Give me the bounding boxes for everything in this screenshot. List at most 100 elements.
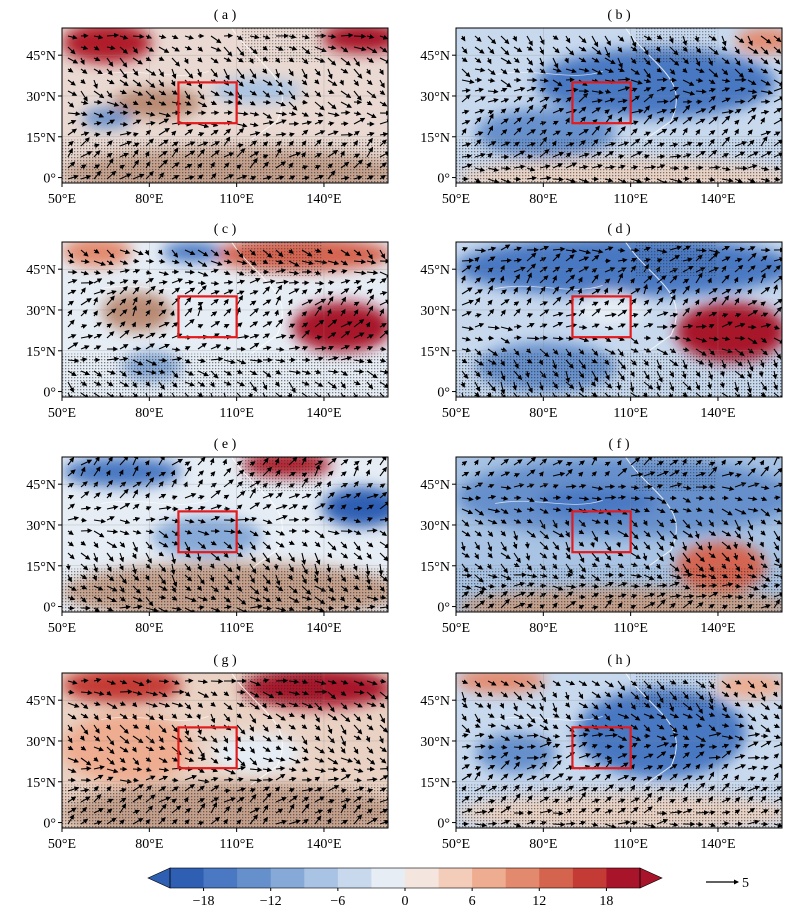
x-tick-label: 140°E — [306, 621, 341, 636]
colorbar-tick-label: 18 — [599, 894, 613, 909]
x-tick-label: 50°E — [48, 621, 76, 636]
x-tick-label: 110°E — [613, 406, 648, 421]
x-tick-label: 80°E — [135, 192, 163, 207]
y-tick-label: 0° — [43, 601, 56, 616]
colorbar-tick-label: 12 — [532, 894, 546, 909]
colorbar-segment — [271, 868, 305, 888]
x-tick-label: 80°E — [135, 837, 163, 852]
x-tick-label: 140°E — [700, 406, 735, 421]
panel-label: ( f ) — [609, 437, 630, 452]
x-tick-label: 140°E — [700, 192, 735, 207]
y-tick-label: 30°N — [420, 735, 450, 750]
y-tick-label: 45°N — [420, 49, 450, 64]
y-tick-label: 15°N — [26, 345, 56, 360]
y-tick-label: 0° — [43, 172, 56, 187]
panel-label: ( b ) — [607, 8, 631, 23]
colorbar-segment — [573, 868, 607, 888]
y-tick-label: 45°N — [26, 478, 56, 493]
y-tick-label: 45°N — [420, 694, 450, 709]
colorbar-segment — [237, 868, 271, 888]
x-tick-label: 110°E — [219, 621, 254, 636]
y-tick-label: 30°N — [26, 304, 56, 319]
x-tick-label: 140°E — [306, 406, 341, 421]
y-tick-label: 30°N — [26, 735, 56, 750]
colorbar: −18 −12 −6 0 6 12 18 — [148, 868, 662, 909]
x-tick-label: 50°E — [442, 837, 470, 852]
reference-vector-label: 5 — [742, 876, 749, 891]
x-tick-label: 110°E — [613, 837, 648, 852]
y-tick-label: 45°N — [26, 263, 56, 278]
y-tick-label: 45°N — [420, 263, 450, 278]
y-tick-label: 0° — [437, 817, 450, 832]
x-tick-label: 50°E — [442, 192, 470, 207]
map-panel: ( g ) 50°E 80°E 110°E 140°E 0° 15°N 30°N 45°N — [26, 653, 402, 852]
y-tick-label: 15°N — [420, 131, 450, 146]
y-tick-label: 15°N — [420, 776, 450, 791]
x-tick-label: 50°E — [442, 621, 470, 636]
colorbar-tick-label: −6 — [330, 894, 345, 909]
x-tick-label: 80°E — [529, 837, 557, 852]
panel-label: ( a ) — [214, 8, 237, 23]
map-panel: ( f ) 50°E 80°E 110°E 140°E 0° 15°N 30°N 45°N — [420, 437, 796, 636]
y-tick-label: 0° — [43, 817, 56, 832]
x-tick-label: 110°E — [613, 621, 648, 636]
x-tick-label: 80°E — [529, 192, 557, 207]
x-tick-label: 50°E — [48, 837, 76, 852]
panel-label: ( g ) — [213, 653, 237, 668]
colorbar-segment — [170, 868, 204, 888]
x-tick-label: 50°E — [48, 406, 76, 421]
x-tick-label: 140°E — [700, 621, 735, 636]
y-tick-label: 30°N — [420, 519, 450, 534]
x-tick-label: 80°E — [135, 621, 163, 636]
colorbar-segment — [371, 868, 405, 888]
panel-label: ( e ) — [214, 437, 237, 452]
colorbar-segment — [439, 868, 473, 888]
colorbar-tick-label: −12 — [260, 894, 282, 909]
x-tick-label: 80°E — [529, 406, 557, 421]
y-tick-label: 45°N — [420, 478, 450, 493]
y-tick-label: 45°N — [26, 49, 56, 64]
y-tick-label: 15°N — [420, 560, 450, 575]
x-tick-label: 50°E — [48, 192, 76, 207]
x-tick-label: 80°E — [529, 621, 557, 636]
map-panel: ( c ) 50°E 80°E 110°E 140°E 0° 15°N 30°N 45°N — [26, 222, 392, 421]
y-tick-label: 15°N — [420, 345, 450, 360]
colorbar-segment — [304, 868, 338, 888]
x-tick-label: 80°E — [135, 406, 163, 421]
colorbar-segment — [472, 868, 506, 888]
colorbar-segment — [338, 868, 372, 888]
colorbar-tick-label: −18 — [193, 894, 215, 909]
panel-label: ( d ) — [607, 222, 631, 237]
y-tick-label: 0° — [43, 386, 56, 401]
y-tick-label: 15°N — [26, 131, 56, 146]
colorbar-segment — [506, 868, 540, 888]
y-tick-label: 15°N — [26, 776, 56, 791]
colorbar-tick-label: 6 — [469, 894, 476, 909]
y-tick-label: 0° — [437, 601, 450, 616]
map-panel: ( h ) 50°E 80°E 110°E 140°E 0° 15°N 30°N 45°N — [420, 653, 796, 852]
y-tick-label: 30°N — [26, 519, 56, 534]
colorbar-segment — [606, 868, 640, 888]
colorbar-tick-label: 0 — [402, 894, 409, 909]
significance-stipple — [62, 785, 388, 832]
x-tick-label: 110°E — [219, 406, 254, 421]
map-panel: ( d ) 50°E 80°E 110°E 140°E 0° 15°N 30°N 45°N — [420, 222, 796, 421]
panel-label: ( c ) — [214, 222, 237, 237]
y-tick-label: 0° — [437, 172, 450, 187]
x-tick-label: 140°E — [306, 837, 341, 852]
colorbar-segment — [204, 868, 238, 888]
x-tick-label: 50°E — [442, 406, 470, 421]
colorbar-min-extension — [148, 868, 170, 888]
x-tick-label: 110°E — [219, 192, 254, 207]
x-tick-label: 110°E — [219, 837, 254, 852]
panel-label: ( h ) — [607, 653, 631, 668]
y-tick-label: 30°N — [420, 304, 450, 319]
x-tick-label: 110°E — [613, 192, 648, 207]
y-tick-label: 0° — [437, 386, 450, 401]
y-tick-label: 30°N — [26, 90, 56, 105]
y-tick-label: 45°N — [26, 694, 56, 709]
x-tick-label: 140°E — [700, 837, 735, 852]
